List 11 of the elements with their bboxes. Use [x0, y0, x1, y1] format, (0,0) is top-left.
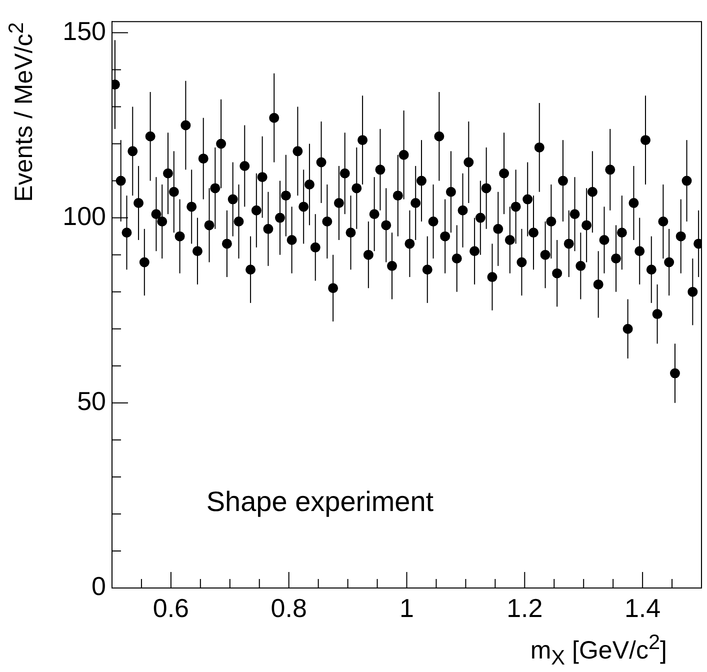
x-tick-label: 0.6: [152, 592, 190, 623]
x-tick-label: 0.8: [270, 592, 307, 623]
y-tick-label: 150: [62, 16, 106, 46]
y-tick-label: 100: [62, 200, 106, 231]
annotation: Shape experiment: [206, 486, 434, 517]
y-tick-label: 0: [92, 571, 106, 602]
x-axis-title: m$_{X}$ [GeV/c$^{2}$]: [530, 630, 667, 670]
y-tick-label: 50: [77, 386, 106, 416]
x-tick-label: 1.4: [624, 592, 661, 623]
x-tick-label: 1: [400, 592, 414, 623]
x-tick-label: 1.2: [506, 592, 543, 623]
